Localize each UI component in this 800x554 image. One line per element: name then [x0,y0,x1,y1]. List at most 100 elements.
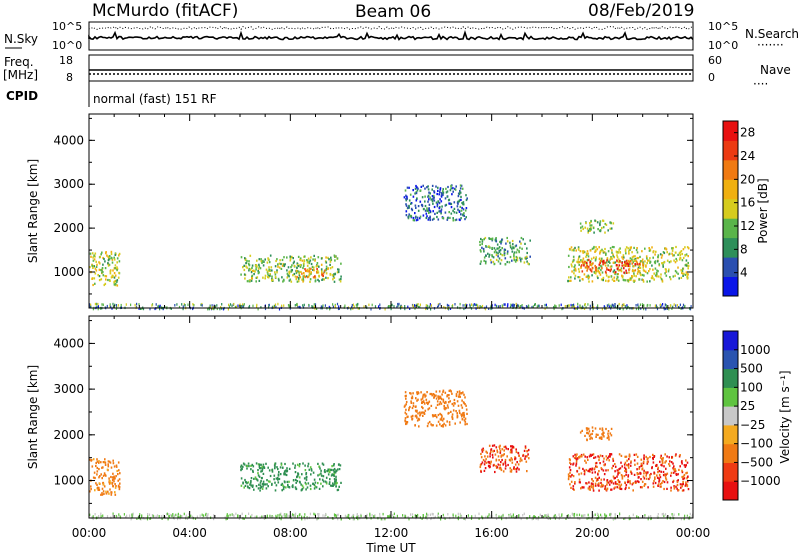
echo-cell [456,400,459,403]
echo-cell [452,219,455,222]
echo-cell [496,451,499,454]
sky-noise-line [88,29,694,41]
echo-cell [687,247,690,250]
echo-cell [627,264,630,268]
echo-cell [586,258,589,262]
echo-cell [651,275,654,278]
ground-scatter-cell [207,513,209,516]
echo-cell [682,248,685,251]
echo-cell [512,246,515,249]
echo-cell [581,225,584,228]
echo-cell [664,461,666,464]
echo-cell [627,463,630,466]
echo-cell [419,217,421,220]
echo-cell [274,467,276,470]
echo-cell [681,471,684,474]
ground-scatter-cell [115,304,117,307]
echo-cell [280,262,282,266]
ground-scatter-cell [243,303,245,306]
echo-cell [322,463,325,466]
echo-cell [257,267,260,270]
ground-scatter-cell [544,307,546,310]
echo-cell [481,461,484,464]
echo-cell [314,485,317,488]
ground-scatter-cell [412,516,414,519]
ground-scatter-cell [649,304,651,307]
echo-cell [256,276,259,279]
echo-cell [613,487,615,490]
ground-scatter-cell [294,304,296,307]
echo-cell [431,188,433,191]
echo-cell [405,214,408,217]
echo-cell [421,205,424,208]
echo-cell [656,269,658,272]
echo-cell [656,260,659,263]
echo-cell [321,270,323,273]
echo-cell [436,400,439,403]
ground-scatter-cell [428,305,430,309]
echo-cell [641,273,644,277]
echo-cell [524,445,527,448]
ground-scatter-cell [161,517,163,520]
echo-cell [420,398,423,401]
echo-cell [421,397,424,400]
echo-cell [437,420,440,423]
echo-cell [657,256,659,259]
echo-cell [614,482,617,485]
echo-cell [246,482,248,485]
echo-cell [627,474,630,477]
echo-cell [488,466,491,469]
echo-cell [605,272,607,275]
ground-scatter-cell [573,305,575,308]
echo-cell [666,487,668,490]
ground-scatter-cell [166,512,168,516]
ground-scatter-cell [363,305,365,308]
echo-cell [590,264,593,267]
echo-cell [93,265,95,268]
ground-scatter-cell [316,518,318,521]
echo-cell [617,471,619,475]
ground-scatter-cell [626,304,628,307]
echo-cell [306,276,309,279]
echo-cell [685,259,688,262]
echo-cell [594,264,596,268]
echo-cell [607,264,609,267]
echo-cell [677,253,679,256]
echo-cell [440,418,443,421]
echo-cell [442,400,445,403]
echo-cell [315,486,318,489]
ground-scatter-cell [387,306,389,309]
echo-cell [308,268,311,271]
echo-cell [607,250,610,253]
echo-cell [430,404,433,407]
ground-scatter-cell [684,304,686,308]
echo-cell [438,390,441,393]
echo-cell [333,467,336,471]
ground-scatter-cell [111,307,113,310]
echo-cell [584,459,586,462]
ground-scatter-cell [320,305,322,308]
echo-cell [519,246,521,249]
ground-scatter-cell [314,307,316,310]
echo-cell [445,187,447,190]
echo-cell [442,191,445,194]
echo-cell [591,471,594,474]
echo-cell [671,252,673,255]
ground-scatter-cell [173,514,175,518]
echo-cell [240,467,243,470]
echo-cell [596,275,599,278]
ground-scatter-cell [158,515,160,518]
ground-scatter-cell [226,513,228,516]
echo-cell [499,451,502,454]
echo-cell [432,202,434,205]
echo-cell [658,479,661,482]
echo-cell [457,404,460,407]
echo-cell [609,480,611,483]
echo-cell [681,269,684,272]
echo-cell [577,261,579,264]
echo-cell [636,468,638,471]
ground-scatter-cell [571,305,573,308]
echo-cell [417,205,420,208]
echo-cell [115,485,117,488]
echo-cell [316,269,319,273]
